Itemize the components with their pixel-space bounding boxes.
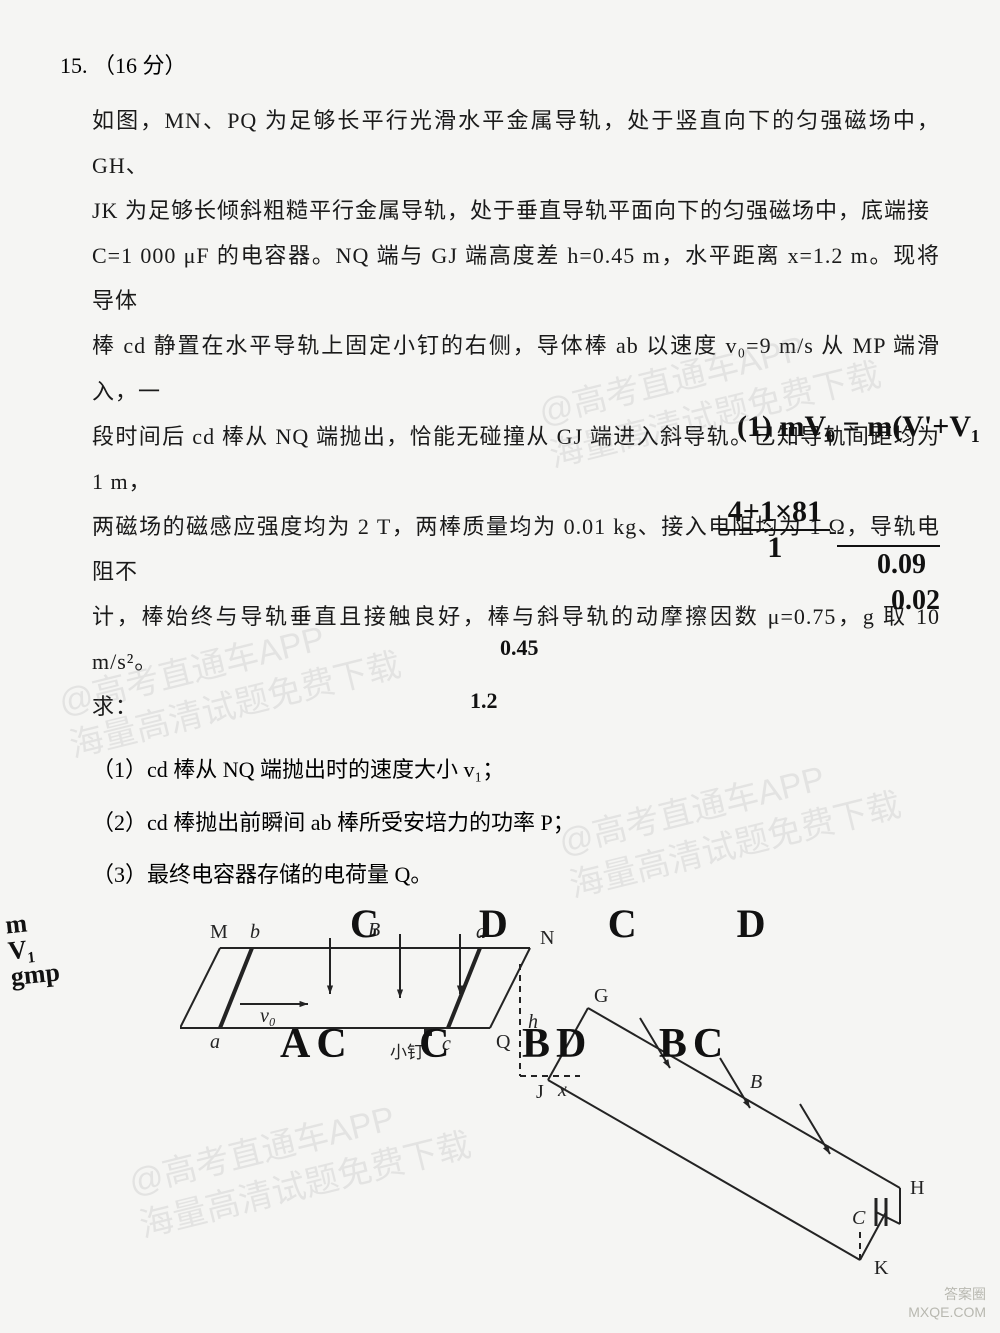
hw-r2-4: BC bbox=[659, 1021, 729, 1067]
svg-text:b: b bbox=[250, 921, 260, 943]
qnum-points: （16 分） bbox=[93, 53, 187, 78]
svg-text:H: H bbox=[910, 1177, 924, 1199]
hw-r1-1: C bbox=[350, 901, 389, 946]
handwriting-row2: AC C BD BC bbox=[280, 1020, 779, 1068]
frac-numerator: 4+1×81 bbox=[720, 495, 830, 531]
body-line: C=1 000 μF 的电容器。NQ 端与 GJ 端高度差 h=0.45 m，水… bbox=[92, 243, 940, 313]
hw-r1-3: C bbox=[608, 901, 647, 946]
svg-text:v₀: v₀ bbox=[260, 1005, 276, 1027]
body-line: 棒 cd 静置在水平导轨上固定小钉的右侧，导体棒 ab 以速度 v₀=9 m/s… bbox=[92, 333, 940, 403]
handwriting-side: m V₁ gmp bbox=[4, 908, 61, 991]
body-line: 如图，MN、PQ 为足够长平行光滑水平金属导轨，处于竖直向下的匀强磁场中，GH、 bbox=[92, 108, 940, 178]
corner-logo: 答案圈 MXQE.COM bbox=[908, 1286, 986, 1321]
hw-r2-2: C bbox=[419, 1021, 455, 1067]
physics-diagram: MNPQabcd小钉v₀BhxGHJKBC bbox=[180, 908, 940, 1293]
hw-r2-1: AC bbox=[280, 1021, 353, 1067]
frac-denominator: 1 bbox=[759, 531, 790, 565]
part-1: （1）cd 棒从 NQ 端抛出时的速度大小 v₁； bbox=[92, 747, 940, 793]
svg-text:a: a bbox=[210, 1031, 220, 1053]
body-line: JK 为足够长倾斜粗糙平行金属导轨，处于垂直导轨平面向下的匀强磁场中，底端接 bbox=[92, 198, 930, 223]
svg-text:M: M bbox=[210, 921, 228, 943]
hw-col-1: 0.09 bbox=[837, 545, 940, 581]
part-2: （2）cd 棒抛出前瞬间 ab 棒所受安培力的功率 P； bbox=[92, 800, 940, 846]
hw-r1-2: D bbox=[479, 901, 518, 946]
hw-r2-3: BD bbox=[522, 1021, 592, 1067]
hw-col-2: 0.02 bbox=[891, 585, 940, 617]
handwriting-dim-h: 0.45 bbox=[500, 635, 539, 661]
question-number: 15. （16 分） bbox=[60, 48, 940, 80]
svg-text:B: B bbox=[750, 1071, 762, 1093]
hw-r1-4: D bbox=[737, 901, 776, 946]
question-parts: （1）cd 棒从 NQ 端抛出时的速度大小 v₁； （2）cd 棒抛出前瞬间 a… bbox=[92, 747, 940, 898]
svg-text:J: J bbox=[536, 1081, 544, 1103]
qnum-num: 15. bbox=[60, 53, 88, 78]
hw-side-3: gmp bbox=[9, 959, 61, 990]
handwriting-fraction: 4+1×81 1 bbox=[720, 495, 830, 565]
handwriting-dim-x: 1.2 bbox=[470, 688, 498, 714]
handwriting-eq1: (1) mV₀ = m(V'+V₁ bbox=[737, 410, 980, 444]
svg-text:G: G bbox=[594, 985, 608, 1007]
body-line: 求： bbox=[92, 694, 138, 719]
diagram-svg: MNPQabcd小钉v₀BhxGHJKBC bbox=[180, 908, 940, 1288]
part-3: （3）最终电容器存储的电荷量 Q。 bbox=[92, 852, 940, 898]
handwriting-column: 0.09 0.02 bbox=[837, 545, 940, 617]
svg-text:K: K bbox=[874, 1257, 889, 1279]
svg-text:C: C bbox=[852, 1207, 866, 1229]
handwriting-row1: C D C D bbox=[350, 900, 846, 947]
corner-logo-2: MXQE.COM bbox=[908, 1304, 986, 1322]
corner-logo-1: 答案圈 bbox=[908, 1286, 986, 1304]
